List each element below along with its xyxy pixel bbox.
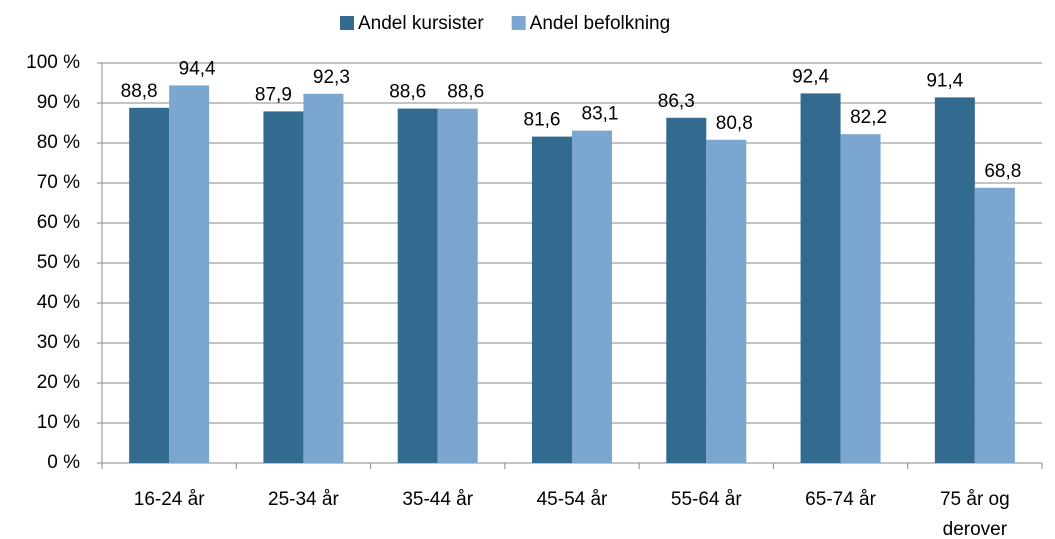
data-label: 88,6 xyxy=(447,82,484,103)
bar xyxy=(666,117,707,464)
y-tick-label: 70 % xyxy=(37,172,80,193)
data-label: 91,4 xyxy=(926,70,963,91)
data-label: 83,1 xyxy=(582,104,619,125)
legend-label: Andel befolkning xyxy=(530,13,671,34)
bar xyxy=(974,187,1015,464)
legend-swatch xyxy=(340,16,354,30)
y-tick-label: 30 % xyxy=(37,332,80,353)
legend-swatch xyxy=(511,16,526,30)
data-label: 92,4 xyxy=(792,66,829,87)
data-label: 88,6 xyxy=(389,82,426,103)
data-label: 86,3 xyxy=(658,91,695,112)
bar xyxy=(706,139,747,464)
bar xyxy=(303,93,344,464)
bar xyxy=(169,85,210,464)
y-tick-label: 10 % xyxy=(37,412,80,433)
x-tick-label: 75 år og derover xyxy=(939,489,1010,539)
y-tick-label: 80 % xyxy=(37,132,80,153)
data-label: 87,9 xyxy=(255,84,292,105)
data-label: 94,4 xyxy=(179,58,216,79)
bar xyxy=(397,108,438,463)
bar xyxy=(437,108,478,463)
x-tick-label: 45-54 år xyxy=(536,489,608,510)
bar xyxy=(263,111,304,464)
data-label: 82,2 xyxy=(850,107,887,128)
legend-label: Andel kursister xyxy=(358,13,484,34)
y-tick-label: 100 % xyxy=(26,52,80,73)
y-tick-label: 0 % xyxy=(47,452,80,473)
bar xyxy=(532,136,572,463)
y-tick-label: 50 % xyxy=(37,252,80,273)
bar xyxy=(800,93,841,464)
bar xyxy=(129,107,170,464)
bar xyxy=(572,130,612,463)
data-label: 92,3 xyxy=(313,67,350,88)
data-label: 88,8 xyxy=(121,81,158,102)
bar xyxy=(934,97,975,464)
data-label: 80,8 xyxy=(716,113,753,134)
y-tick-label: 60 % xyxy=(37,212,80,233)
y-tick-label: 40 % xyxy=(37,292,80,313)
data-label: 81,6 xyxy=(524,110,561,131)
y-tick-label: 90 % xyxy=(37,92,80,113)
y-tick-label: 20 % xyxy=(37,372,80,393)
x-tick-label: 55-64 år xyxy=(670,489,742,510)
x-tick-label: 35-44 år xyxy=(402,489,474,510)
x-tick-label: 65-74 år xyxy=(805,489,876,510)
bar xyxy=(840,134,881,463)
x-tick-label: 25-34 år xyxy=(268,489,339,510)
x-tick-label: 16-24 år xyxy=(133,489,205,510)
data-label: 68,8 xyxy=(984,161,1021,182)
